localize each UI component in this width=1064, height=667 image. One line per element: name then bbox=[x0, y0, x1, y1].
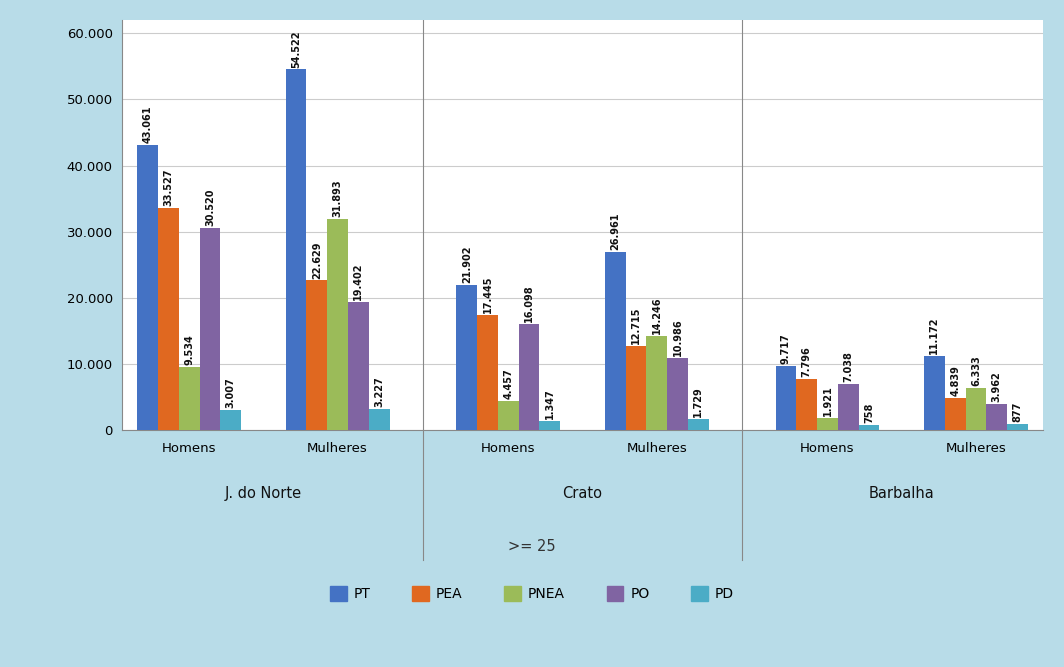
Bar bbox=[220, 410, 242, 430]
Text: 19.402: 19.402 bbox=[353, 262, 364, 300]
Text: 17.445: 17.445 bbox=[483, 275, 493, 313]
Text: 14.246: 14.246 bbox=[652, 296, 662, 334]
Bar bbox=[796, 379, 817, 430]
Bar bbox=[924, 356, 945, 430]
Text: >= 25: >= 25 bbox=[509, 540, 555, 554]
Text: Crato: Crato bbox=[563, 486, 602, 501]
Text: 9.717: 9.717 bbox=[781, 334, 791, 364]
Bar bbox=[477, 315, 498, 430]
Text: 7.796: 7.796 bbox=[801, 346, 812, 377]
Bar bbox=[1008, 424, 1028, 430]
Bar bbox=[137, 145, 157, 430]
Text: 21.902: 21.902 bbox=[462, 246, 471, 283]
Text: 30.520: 30.520 bbox=[205, 189, 215, 226]
Text: 43.061: 43.061 bbox=[143, 106, 152, 143]
Text: Barbalha: Barbalha bbox=[869, 486, 934, 501]
Bar bbox=[986, 404, 1008, 430]
Text: 16.098: 16.098 bbox=[525, 284, 534, 321]
Bar bbox=[776, 366, 796, 430]
Text: 22.629: 22.629 bbox=[312, 241, 321, 279]
Text: 9.534: 9.534 bbox=[184, 334, 194, 365]
Text: 3.007: 3.007 bbox=[226, 378, 236, 408]
Text: 4.839: 4.839 bbox=[950, 366, 960, 396]
Text: 6.333: 6.333 bbox=[971, 356, 981, 386]
Bar bbox=[817, 418, 837, 430]
Bar bbox=[667, 358, 688, 430]
Bar bbox=[519, 323, 539, 430]
Bar bbox=[456, 285, 477, 430]
Text: 1.921: 1.921 bbox=[822, 385, 832, 416]
Bar bbox=[200, 228, 220, 430]
Bar bbox=[626, 346, 646, 430]
Text: 1.347: 1.347 bbox=[545, 389, 555, 420]
Bar bbox=[179, 367, 200, 430]
Bar bbox=[945, 398, 965, 430]
Bar bbox=[859, 425, 880, 430]
Text: 7.038: 7.038 bbox=[844, 351, 853, 382]
Bar bbox=[328, 219, 348, 430]
Text: 3.962: 3.962 bbox=[992, 372, 1001, 402]
Bar bbox=[306, 281, 328, 430]
Text: 54.522: 54.522 bbox=[292, 30, 301, 67]
Text: 10.986: 10.986 bbox=[672, 318, 682, 356]
Bar bbox=[646, 336, 667, 430]
Text: 758: 758 bbox=[864, 403, 874, 424]
Text: 26.961: 26.961 bbox=[610, 212, 620, 250]
Text: 3.227: 3.227 bbox=[375, 376, 384, 407]
Bar bbox=[688, 419, 709, 430]
Bar bbox=[539, 422, 561, 430]
Bar bbox=[604, 252, 626, 430]
Bar bbox=[498, 401, 519, 430]
Bar bbox=[369, 409, 389, 430]
Text: 4.457: 4.457 bbox=[503, 368, 513, 399]
Text: 1.729: 1.729 bbox=[694, 386, 703, 417]
Text: J. do Norte: J. do Norte bbox=[225, 486, 302, 501]
Bar bbox=[348, 302, 369, 430]
Legend: PT, PEA, PNEA, PO, PD: PT, PEA, PNEA, PO, PD bbox=[325, 581, 739, 607]
Text: 12.715: 12.715 bbox=[631, 307, 641, 344]
Text: 877: 877 bbox=[1013, 402, 1023, 422]
Bar bbox=[965, 388, 986, 430]
Bar bbox=[837, 384, 859, 430]
Text: 33.527: 33.527 bbox=[164, 169, 173, 206]
Bar bbox=[157, 208, 179, 430]
Text: 11.172: 11.172 bbox=[929, 317, 940, 354]
Text: 31.893: 31.893 bbox=[333, 179, 343, 217]
Bar bbox=[285, 69, 306, 430]
